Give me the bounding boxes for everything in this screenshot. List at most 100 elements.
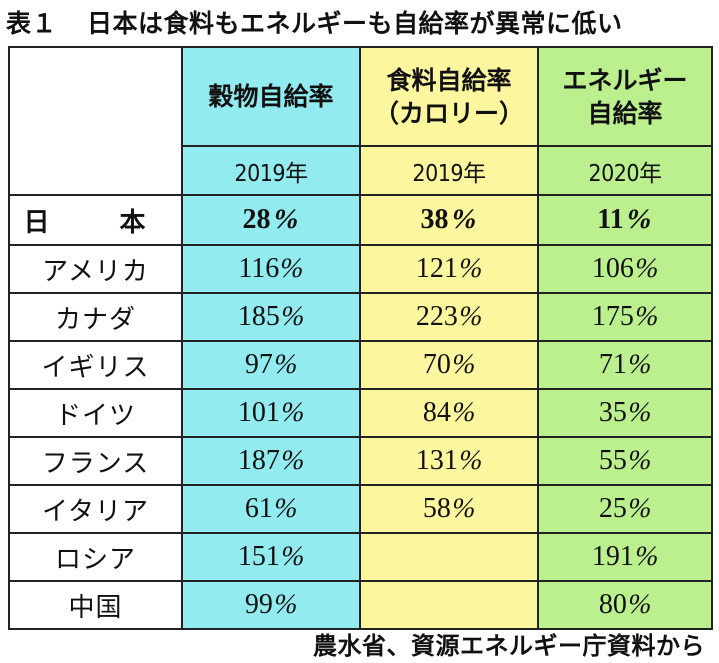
table-title-text: 日本は食料もエネルギーも自給率が異常に低い xyxy=(87,9,623,38)
country-name: ドイツ xyxy=(8,388,183,438)
value-number: 131 xyxy=(415,445,458,476)
header-food-label: 食料自給率 （カロリー） xyxy=(373,65,524,128)
value-number: 71 xyxy=(598,349,627,380)
table-row: イタリア 61% 58% 25% xyxy=(8,484,713,534)
table-row: ロシア 151% 191% xyxy=(8,532,713,582)
value-food xyxy=(359,532,539,582)
value-energy: 80% xyxy=(537,580,713,630)
percent-sign: % xyxy=(270,589,301,620)
value-number: 151 xyxy=(237,541,280,572)
value-number: 106 xyxy=(591,253,634,284)
value-number: 38 xyxy=(420,204,449,235)
value-number: 84 xyxy=(422,397,451,428)
value-number: 80 xyxy=(598,589,627,620)
value-grain: 28% xyxy=(181,194,361,246)
country-name: フランス xyxy=(8,436,183,486)
value-food: 58% xyxy=(359,484,539,534)
value-grain: 99% xyxy=(181,580,361,630)
value-number: 28 xyxy=(242,204,271,235)
header-food: 食料自給率 （カロリー） xyxy=(359,46,539,147)
data-body: 日 本 28% 38% 11% アメリカ 116% 121% 106% カナダ 185% 223% 1… xyxy=(8,194,713,630)
percent-sign: % xyxy=(268,204,303,235)
value-number: 175 xyxy=(591,301,634,332)
percent-sign: % xyxy=(270,349,301,380)
percent-sign: % xyxy=(270,493,301,524)
percent-sign: % xyxy=(631,253,662,284)
percent-sign: % xyxy=(277,445,308,476)
table-number: 表１ xyxy=(6,9,58,38)
value-grain: 116% xyxy=(181,244,361,294)
table-title: 表１ 日本は食料もエネルギーも自給率が異常に低い xyxy=(6,6,623,42)
value-grain: 97% xyxy=(181,340,361,390)
header-energy: エネルギー 自給率 xyxy=(537,46,713,147)
country-name: ロシア xyxy=(8,532,183,582)
value-food: 121% xyxy=(359,244,539,294)
year-energy: 2020年 xyxy=(537,145,713,196)
table-row: 日 本 28% 38% 11% xyxy=(8,194,713,246)
value-number: 25 xyxy=(598,493,627,524)
percent-sign: % xyxy=(448,397,479,428)
percent-sign: % xyxy=(446,204,481,235)
value-number: 97 xyxy=(244,349,273,380)
value-energy: 11% xyxy=(537,194,713,246)
value-food: 131% xyxy=(359,436,539,486)
percent-sign: % xyxy=(624,397,655,428)
value-number: 191 xyxy=(591,541,634,572)
percent-sign: % xyxy=(631,541,662,572)
value-energy: 25% xyxy=(537,484,713,534)
value-number: 11 xyxy=(597,204,624,235)
table-row: イギリス 97% 70% 71% xyxy=(8,340,713,390)
country-name: イタリア xyxy=(8,484,183,534)
value-grain: 185% xyxy=(181,292,361,342)
header-energy-label: エネルギー 自給率 xyxy=(562,65,688,128)
value-grain: 101% xyxy=(181,388,361,438)
value-number: 61 xyxy=(244,493,273,524)
value-number: 121 xyxy=(415,253,458,284)
value-food: 84% xyxy=(359,388,539,438)
percent-sign: % xyxy=(455,253,486,284)
value-energy: 191% xyxy=(537,532,713,582)
percent-sign: % xyxy=(624,589,655,620)
header-row: 穀物自給率 食料自給率 （カロリー） エネルギー 自給率 xyxy=(8,46,713,196)
value-energy: 71% xyxy=(537,340,713,390)
value-number: 101 xyxy=(237,397,280,428)
percent-sign: % xyxy=(448,349,479,380)
table-row: カナダ 185% 223% 175% xyxy=(8,292,713,342)
value-number: 58 xyxy=(422,493,451,524)
value-number: 70 xyxy=(422,349,451,380)
value-grain: 151% xyxy=(181,532,361,582)
percent-sign: % xyxy=(624,445,655,476)
year-food: 2019年 xyxy=(359,145,539,196)
value-number: 55 xyxy=(598,445,627,476)
header-grain: 穀物自給率 xyxy=(181,46,361,147)
value-number: 35 xyxy=(598,397,627,428)
header-grain-label: 穀物自給率 xyxy=(208,82,334,111)
value-number: 99 xyxy=(244,589,273,620)
value-food: 223% xyxy=(359,292,539,342)
value-number: 116 xyxy=(238,253,280,284)
table-row: 中国 99% 80% xyxy=(8,580,713,630)
percent-sign: % xyxy=(455,301,486,332)
percent-sign: % xyxy=(277,397,308,428)
value-number: 185 xyxy=(237,301,280,332)
value-food: 70% xyxy=(359,340,539,390)
value-energy: 55% xyxy=(537,436,713,486)
percent-sign: % xyxy=(448,493,479,524)
country-name: 日 本 xyxy=(8,194,183,246)
self-sufficiency-table: 穀物自給率 食料自給率 （カロリー） エネルギー 自給率 2019年 2019年… xyxy=(8,46,713,630)
percent-sign: % xyxy=(631,301,662,332)
value-grain: 61% xyxy=(181,484,361,534)
table-row: フランス 187% 131% 55% xyxy=(8,436,713,486)
country-name: カナダ xyxy=(8,292,183,342)
percent-sign: % xyxy=(455,445,486,476)
percent-sign: % xyxy=(624,349,655,380)
percent-sign: % xyxy=(624,493,655,524)
value-food xyxy=(359,580,539,630)
percent-sign: % xyxy=(277,301,308,332)
value-food: 38% xyxy=(359,194,539,246)
value-number: 187 xyxy=(237,445,280,476)
country-name: 中国 xyxy=(8,580,183,630)
value-number: 223 xyxy=(415,301,458,332)
year-grain: 2019年 xyxy=(181,145,361,196)
percent-sign: % xyxy=(621,204,657,235)
